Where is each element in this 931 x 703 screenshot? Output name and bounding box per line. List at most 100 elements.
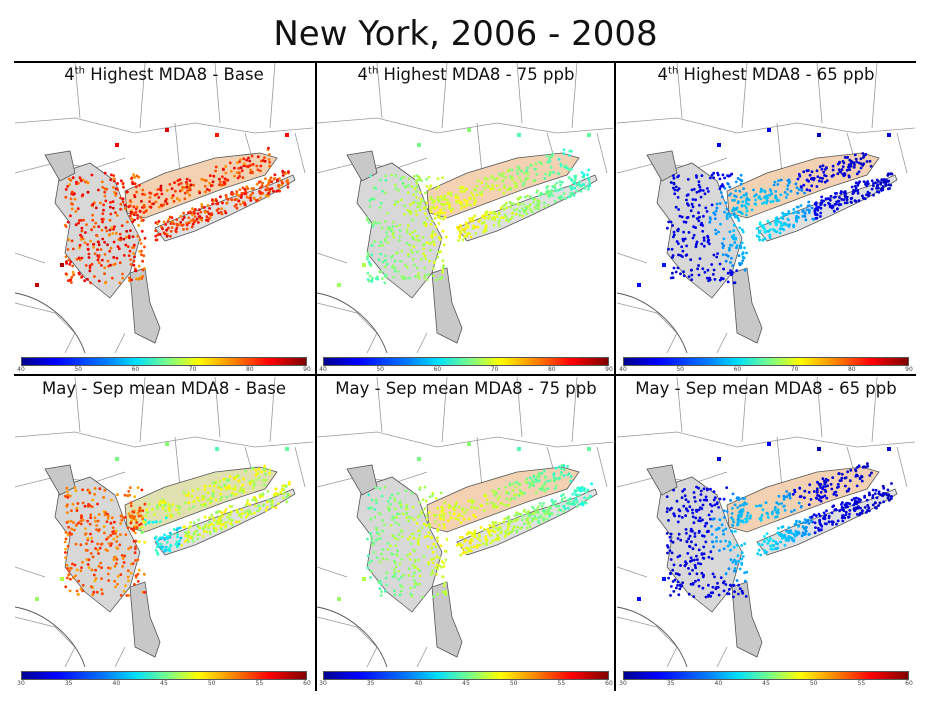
monitor-point [378, 487, 382, 491]
monitor-point [119, 593, 123, 597]
monitor-point [889, 172, 893, 176]
monitor-point [527, 513, 531, 516]
monitor-point [567, 168, 571, 171]
monitor-point [459, 190, 462, 193]
monitor-point [236, 193, 240, 197]
monitor-point [521, 518, 524, 522]
monitor-point [733, 198, 736, 202]
monitor-point [822, 199, 825, 203]
monitor-point [555, 504, 559, 508]
monitor-point [732, 520, 735, 524]
monitor-point [90, 536, 93, 540]
monitor-point [432, 267, 435, 270]
monitor-point [731, 492, 735, 496]
monitor-point [189, 524, 192, 528]
monitor-point [136, 572, 140, 576]
monitor-point [439, 195, 443, 199]
monitor-point [124, 243, 128, 247]
monitor-point [263, 159, 267, 163]
monitor-point [225, 196, 228, 200]
monitor-point [101, 185, 105, 189]
monitor-point [248, 482, 252, 486]
monitor-point [689, 258, 693, 262]
monitor-point [739, 195, 743, 199]
monitor-point [230, 519, 233, 523]
monitor-point [167, 226, 170, 230]
monitor-point [431, 198, 435, 202]
monitor-point [803, 215, 807, 218]
monitor-point [849, 468, 853, 472]
monitor-point [154, 229, 158, 233]
monitor-point [192, 521, 196, 525]
monitor-point [97, 254, 101, 257]
monitor-point [737, 592, 740, 596]
monitor-point [697, 548, 701, 552]
monitor-point [530, 517, 534, 521]
monitor-point [792, 208, 796, 211]
monitor-point [204, 504, 207, 507]
monitor-point [768, 233, 772, 237]
monitor-point [95, 234, 99, 238]
monitor-point [365, 216, 369, 220]
monitor-point [782, 223, 785, 227]
monitor-point [545, 186, 549, 189]
monitor-point [762, 227, 766, 231]
monitor-point [116, 493, 119, 496]
monitor-point [77, 271, 81, 275]
monitor-point [728, 185, 732, 189]
monitor-point [63, 494, 67, 498]
monitor-point [548, 173, 552, 176]
monitor-point [425, 518, 429, 521]
monitor-point [695, 190, 699, 194]
monitor-point [427, 561, 431, 564]
monitor-point [133, 176, 137, 179]
monitor-point [698, 499, 702, 502]
monitor-point [837, 203, 841, 207]
colorbar-tick-label: 35 [64, 680, 73, 687]
monitor-point [703, 192, 707, 196]
monitor-point [374, 498, 378, 501]
monitor-point [417, 558, 421, 562]
monitor-point [154, 520, 158, 524]
monitor-point [458, 234, 462, 238]
monitor-point [100, 566, 103, 570]
colorbar-tick-label: 30 [319, 680, 327, 687]
monitor-point [424, 257, 428, 261]
monitor-point [749, 514, 752, 518]
monitor-point [255, 182, 259, 186]
monitor-point [140, 229, 144, 233]
monitor-site [662, 263, 666, 267]
monitor-point [839, 170, 843, 174]
monitor-point [399, 177, 403, 181]
monitor-point [105, 520, 109, 523]
monitor-point [795, 519, 798, 523]
monitor-point [435, 573, 438, 576]
monitor-point [834, 195, 837, 199]
monitor-point [425, 201, 429, 205]
monitor-point [560, 494, 563, 498]
county-boundary [114, 332, 126, 353]
monitor-point [468, 196, 471, 200]
monitor-point [780, 533, 784, 536]
monitor-point [836, 162, 840, 166]
monitor-point [771, 548, 774, 551]
monitor-point [676, 572, 680, 576]
monitor-point [366, 537, 369, 541]
monitor-point [119, 522, 122, 525]
monitor-point [230, 505, 234, 508]
monitor-point [715, 206, 719, 210]
monitor-point [700, 571, 704, 575]
monitor-point [69, 260, 73, 264]
monitor-point [730, 256, 733, 260]
monitor-point [776, 508, 780, 512]
monitor-point [132, 539, 136, 543]
colorbar-tick-label: 45 [462, 680, 470, 687]
monitor-point [83, 504, 87, 508]
monitor-point [526, 166, 530, 170]
monitor-point [518, 202, 522, 206]
monitor-point [393, 568, 396, 572]
monitor-point [740, 228, 744, 232]
monitor-point [509, 217, 513, 221]
monitor-point [784, 196, 788, 199]
monitor-point [181, 185, 185, 189]
